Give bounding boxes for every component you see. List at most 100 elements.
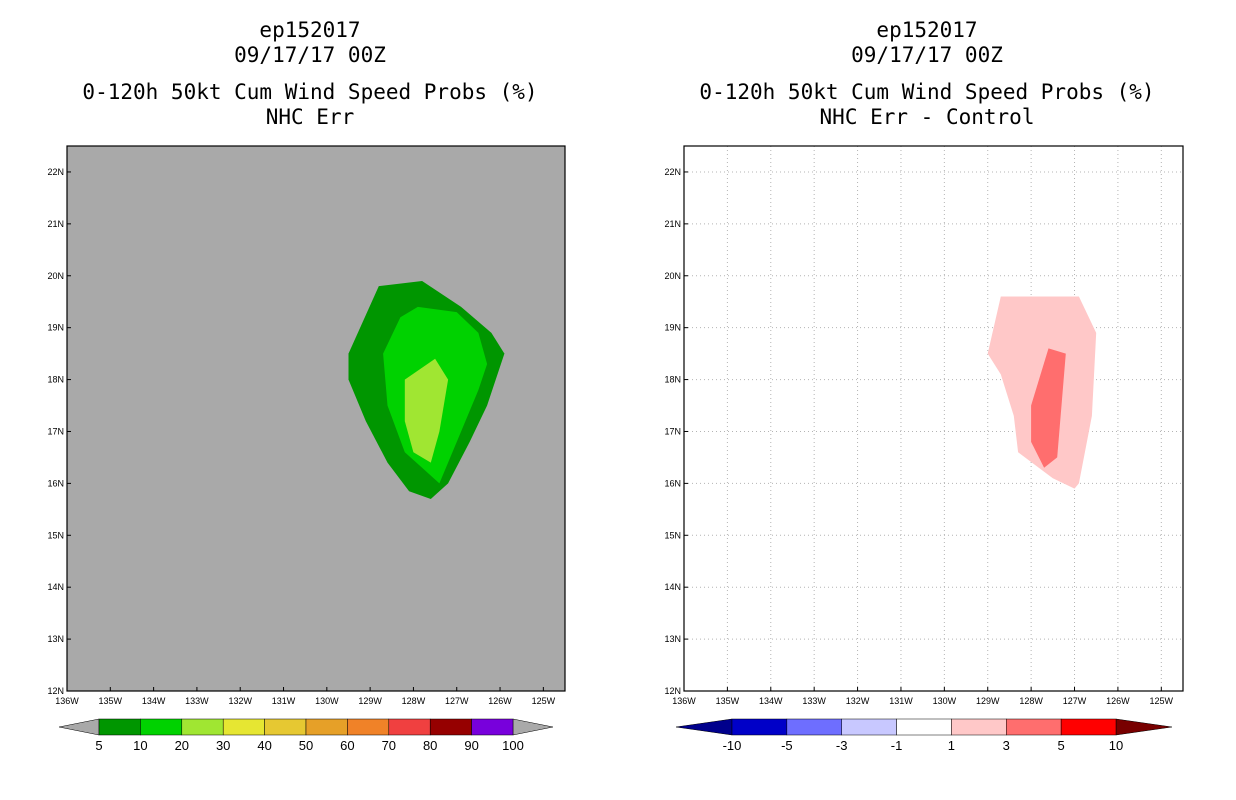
right-legend-label: 5 <box>1058 738 1065 753</box>
left-legend-swatch <box>264 718 307 736</box>
right-lon-tick-label: 136W <box>672 696 696 706</box>
right-legend-arrow-high <box>1115 718 1173 736</box>
right-lat-tick-label: 14N <box>664 582 681 592</box>
left-legend-label: 80 <box>423 738 437 753</box>
left-legend-label: 30 <box>216 738 230 753</box>
left-legend: 5 10 20 30 40 50 60 70 80 90 100 <box>58 718 554 753</box>
left-legend-swatch <box>347 718 390 736</box>
left-chart-subtitle: NHC Err <box>265 105 355 129</box>
left-lon-tick-label: 136W <box>55 696 79 706</box>
right-legend-swatch <box>731 718 788 736</box>
left-lat-tick-label: 19N <box>47 323 64 333</box>
right-lat-tick-label: 13N <box>664 634 681 644</box>
left-lon-tick-label: 130W <box>315 696 339 706</box>
right-lon-tick-label: 126W <box>1106 696 1130 706</box>
left-storm-id: ep152017 <box>259 18 361 42</box>
right-lon-tick-label: 128W <box>1019 696 1043 706</box>
right-lat-tick-label: 21N <box>664 219 681 229</box>
left-legend-swatch <box>305 718 348 736</box>
left-lon-tick-label: 134W <box>142 696 166 706</box>
left-legend-label: 40 <box>257 738 271 753</box>
left-legend-label: 20 <box>175 738 189 753</box>
left-legend-label: 5 <box>95 738 102 753</box>
right-chart-subtitle: NHC Err - Control <box>819 105 1035 129</box>
left-legend-swatch <box>429 718 472 736</box>
left-lat-tick-label: 22N <box>47 167 64 177</box>
left-lat-tick-label: 21N <box>47 219 64 229</box>
right-legend-swatch <box>951 718 1007 736</box>
right-legend-label: -3 <box>836 738 848 753</box>
left-legend-label: 50 <box>299 738 313 753</box>
left-panel-titles: ep152017 09/17/17 00Z 0-120h 50kt Cum Wi… <box>30 18 590 130</box>
left-legend-arrow-low <box>58 718 100 736</box>
right-lat-tick-label: 20N <box>664 271 681 281</box>
left-lat-tick-label: 15N <box>47 530 64 540</box>
right-legend-swatch <box>1006 718 1062 736</box>
right-chart: 136W 135W 134W 133W 132W 131W 130W 129W 128W 127W… <box>664 145 1184 753</box>
right-lat-tick-label: 22N <box>664 167 681 177</box>
left-lat-tick-label: 20N <box>47 271 64 281</box>
left-lon-tick-label: 127W <box>445 696 469 706</box>
left-legend-swatch <box>222 718 265 736</box>
right-legend-swatch <box>896 718 952 736</box>
left-lon-tick-label: 135W <box>99 696 123 706</box>
left-lat-tick-label: 14N <box>47 582 64 592</box>
right-lon-tick-label: 127W <box>1063 696 1087 706</box>
right-legend-label: -1 <box>891 738 903 753</box>
right-lon-tick-label: 135W <box>716 696 740 706</box>
right-legend-swatch <box>786 718 842 736</box>
left-legend-label: 60 <box>340 738 354 753</box>
right-lat-tick-label: 12N <box>664 686 681 696</box>
right-lat-tick-label: 18N <box>664 375 681 385</box>
right-panel-titles: ep152017 09/17/17 00Z 0-120h 50kt Cum Wi… <box>647 18 1207 130</box>
left-lon-tick-label: 126W <box>488 696 512 706</box>
left-chart-title: 0-120h 50kt Cum Wind Speed Probs (%) <box>82 80 538 104</box>
right-legend-arrow-low <box>675 718 733 736</box>
right-chart-title: 0-120h 50kt Cum Wind Speed Probs (%) <box>699 80 1155 104</box>
right-lon-tick-label: 125W <box>1150 696 1174 706</box>
right-lon-tick-label: 129W <box>976 696 1000 706</box>
right-legend-label: 10 <box>1109 738 1123 753</box>
right-lon-tick-label: 134W <box>759 696 783 706</box>
left-lon-tick-label: 128W <box>402 696 426 706</box>
left-legend-swatch <box>181 718 224 736</box>
right-storm-id: ep152017 <box>876 18 978 42</box>
right-lon-tick-label: 131W <box>889 696 913 706</box>
left-lat-tick-label: 18N <box>47 375 64 385</box>
right-legend-label: 1 <box>948 738 955 753</box>
right-date: 09/17/17 00Z <box>851 43 1003 67</box>
right-legend: -10 -5 -3 -1 1 3 5 10 <box>675 718 1173 753</box>
right-legend-label: -10 <box>723 738 742 753</box>
right-lat-tick-label: 17N <box>664 426 681 436</box>
right-plot-frame <box>683 145 1184 692</box>
right-plot-area <box>684 146 1183 691</box>
left-lon-tick-label: 132W <box>228 696 252 706</box>
left-plot-area <box>67 146 565 691</box>
right-lat-tick-label: 19N <box>664 323 681 333</box>
right-legend-swatch <box>841 718 897 736</box>
left-legend-arrow-high <box>512 718 554 736</box>
right-lon-tick-label: 130W <box>933 696 957 706</box>
left-lon-tick-label: 133W <box>185 696 209 706</box>
left-contour-20-30 <box>404 358 449 463</box>
left-date: 09/17/17 00Z <box>234 43 386 67</box>
left-plot-frame <box>66 145 566 692</box>
left-chart: 136W 135W 134W 133W 132W 131W 130W 129W 128W 127W… <box>47 145 566 753</box>
right-legend-label: -5 <box>781 738 793 753</box>
left-legend-label: 90 <box>464 738 478 753</box>
right-legend-swatch <box>1060 718 1117 736</box>
right-lon-tick-label: 132W <box>846 696 870 706</box>
left-legend-label: 10 <box>133 738 147 753</box>
right-lon-tick-label: 133W <box>802 696 826 706</box>
left-legend-swatch <box>140 718 183 736</box>
left-lat-tick-label: 16N <box>47 478 64 488</box>
right-legend-label: 3 <box>1003 738 1010 753</box>
left-lon-tick-label: 125W <box>532 696 556 706</box>
left-legend-label: 70 <box>382 738 396 753</box>
right-contour-3-5 <box>1031 348 1066 468</box>
left-legend-swatch <box>388 718 431 736</box>
left-legend-label: 100 <box>502 738 524 753</box>
right-lat-tick-label: 15N <box>664 530 681 540</box>
left-lon-tick-label: 129W <box>358 696 382 706</box>
